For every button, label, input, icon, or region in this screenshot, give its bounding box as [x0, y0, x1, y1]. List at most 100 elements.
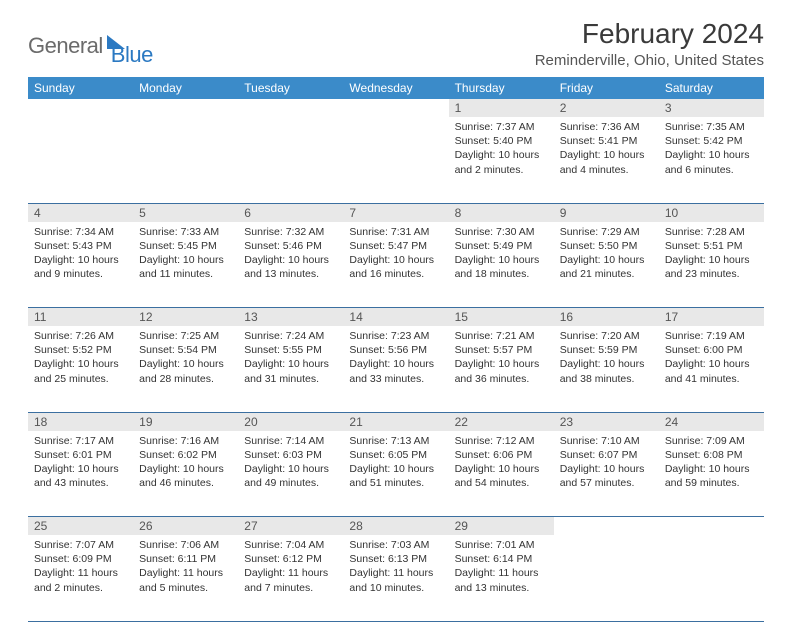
- sunset-text: Sunset: 5:54 PM: [139, 343, 232, 357]
- day-number-cell: [28, 99, 133, 117]
- day-number-cell: 28: [343, 517, 448, 536]
- sunrise-text: Sunrise: 7:31 AM: [349, 225, 442, 239]
- day-number-cell: 19: [133, 412, 238, 431]
- sunset-text: Sunset: 6:14 PM: [455, 552, 548, 566]
- sunrise-text: Sunrise: 7:33 AM: [139, 225, 232, 239]
- day-number-cell: 9: [554, 203, 659, 222]
- sunset-text: Sunset: 6:11 PM: [139, 552, 232, 566]
- sunrise-text: Sunrise: 7:35 AM: [665, 120, 758, 134]
- sunset-text: Sunset: 5:47 PM: [349, 239, 442, 253]
- day-number-row: 11121314151617: [28, 308, 764, 327]
- day-detail-text: Sunrise: 7:34 AMSunset: 5:43 PMDaylight:…: [28, 222, 133, 288]
- sunrise-text: Sunrise: 7:01 AM: [455, 538, 548, 552]
- day-detail-row: Sunrise: 7:34 AMSunset: 5:43 PMDaylight:…: [28, 222, 764, 308]
- daylight-text: Daylight: 10 hours and 18 minutes.: [455, 253, 548, 281]
- day-detail-row: Sunrise: 7:07 AMSunset: 6:09 PMDaylight:…: [28, 535, 764, 621]
- daylight-text: Daylight: 10 hours and 31 minutes.: [244, 357, 337, 385]
- day-detail-text: Sunrise: 7:30 AMSunset: 5:49 PMDaylight:…: [449, 222, 554, 288]
- day-number-cell: 10: [659, 203, 764, 222]
- daylight-text: Daylight: 11 hours and 13 minutes.: [455, 566, 548, 594]
- day-detail-cell: Sunrise: 7:07 AMSunset: 6:09 PMDaylight:…: [28, 535, 133, 621]
- day-detail-cell: [659, 535, 764, 621]
- sunrise-text: Sunrise: 7:09 AM: [665, 434, 758, 448]
- sunset-text: Sunset: 6:00 PM: [665, 343, 758, 357]
- weekday-heading: Thursday: [449, 77, 554, 99]
- sunrise-text: Sunrise: 7:13 AM: [349, 434, 442, 448]
- sunset-text: Sunset: 5:45 PM: [139, 239, 232, 253]
- daylight-text: Daylight: 10 hours and 49 minutes.: [244, 462, 337, 490]
- sunset-text: Sunset: 6:09 PM: [34, 552, 127, 566]
- day-detail-cell: [28, 117, 133, 203]
- day-detail-cell: Sunrise: 7:01 AMSunset: 6:14 PMDaylight:…: [449, 535, 554, 621]
- day-detail-text: Sunrise: 7:37 AMSunset: 5:40 PMDaylight:…: [449, 117, 554, 183]
- brand-logo: General Blue: [28, 24, 153, 68]
- day-number-cell: 21: [343, 412, 448, 431]
- day-number-cell: 20: [238, 412, 343, 431]
- day-number-cell: 6: [238, 203, 343, 222]
- daylight-text: Daylight: 10 hours and 21 minutes.: [560, 253, 653, 281]
- daylight-text: Daylight: 10 hours and 23 minutes.: [665, 253, 758, 281]
- day-detail-text: Sunrise: 7:16 AMSunset: 6:02 PMDaylight:…: [133, 431, 238, 497]
- day-detail-text: Sunrise: 7:12 AMSunset: 6:06 PMDaylight:…: [449, 431, 554, 497]
- sunrise-text: Sunrise: 7:19 AM: [665, 329, 758, 343]
- day-detail-text: Sunrise: 7:06 AMSunset: 6:11 PMDaylight:…: [133, 535, 238, 601]
- day-detail-cell: Sunrise: 7:34 AMSunset: 5:43 PMDaylight:…: [28, 222, 133, 308]
- day-detail-text: Sunrise: 7:29 AMSunset: 5:50 PMDaylight:…: [554, 222, 659, 288]
- day-detail-row: Sunrise: 7:17 AMSunset: 6:01 PMDaylight:…: [28, 431, 764, 517]
- day-detail-cell: Sunrise: 7:31 AMSunset: 5:47 PMDaylight:…: [343, 222, 448, 308]
- day-number-cell: 17: [659, 308, 764, 327]
- day-detail-text: Sunrise: 7:32 AMSunset: 5:46 PMDaylight:…: [238, 222, 343, 288]
- sunset-text: Sunset: 6:13 PM: [349, 552, 442, 566]
- day-detail-text: Sunrise: 7:03 AMSunset: 6:13 PMDaylight:…: [343, 535, 448, 601]
- sunset-text: Sunset: 5:41 PM: [560, 134, 653, 148]
- sunset-text: Sunset: 6:02 PM: [139, 448, 232, 462]
- location-label: Reminderville, Ohio, United States: [535, 52, 764, 69]
- day-detail-cell: Sunrise: 7:03 AMSunset: 6:13 PMDaylight:…: [343, 535, 448, 621]
- day-number-cell: [343, 99, 448, 117]
- day-number-cell: 22: [449, 412, 554, 431]
- day-detail-text: Sunrise: 7:14 AMSunset: 6:03 PMDaylight:…: [238, 431, 343, 497]
- daylight-text: Daylight: 10 hours and 28 minutes.: [139, 357, 232, 385]
- day-number-cell: 25: [28, 517, 133, 536]
- title-block: February 2024 Reminderville, Ohio, Unite…: [535, 18, 764, 69]
- day-number-cell: [133, 99, 238, 117]
- daylight-text: Daylight: 10 hours and 11 minutes.: [139, 253, 232, 281]
- day-number-cell: 12: [133, 308, 238, 327]
- sunset-text: Sunset: 5:46 PM: [244, 239, 337, 253]
- day-detail-text: Sunrise: 7:36 AMSunset: 5:41 PMDaylight:…: [554, 117, 659, 183]
- sunset-text: Sunset: 5:51 PM: [665, 239, 758, 253]
- weekday-heading: Wednesday: [343, 77, 448, 99]
- sunset-text: Sunset: 5:49 PM: [455, 239, 548, 253]
- day-detail-row: Sunrise: 7:26 AMSunset: 5:52 PMDaylight:…: [28, 326, 764, 412]
- daylight-text: Daylight: 10 hours and 4 minutes.: [560, 148, 653, 176]
- sunset-text: Sunset: 5:40 PM: [455, 134, 548, 148]
- sunset-text: Sunset: 5:52 PM: [34, 343, 127, 357]
- day-detail-row: Sunrise: 7:37 AMSunset: 5:40 PM Daylight:…: [28, 117, 764, 203]
- day-number-cell: [659, 517, 764, 536]
- day-detail-cell: Sunrise: 7:19 AMSunset: 6:00 PMDaylight:…: [659, 326, 764, 412]
- day-detail-text: Sunrise: 7:19 AMSunset: 6:00 PMDaylight:…: [659, 326, 764, 392]
- sunset-text: Sunset: 5:57 PM: [455, 343, 548, 357]
- daylight-text: Daylight: 10 hours and 57 minutes.: [560, 462, 653, 490]
- day-detail-text: Sunrise: 7:21 AMSunset: 5:57 PMDaylight:…: [449, 326, 554, 392]
- daylight-text: Daylight: 10 hours and 41 minutes.: [665, 357, 758, 385]
- sunset-text: Sunset: 5:50 PM: [560, 239, 653, 253]
- daylight-text: Daylight: 10 hours and 43 minutes.: [34, 462, 127, 490]
- day-detail-text: Sunrise: 7:25 AMSunset: 5:54 PMDaylight:…: [133, 326, 238, 392]
- calendar-weekday-header: Sunday Monday Tuesday Wednesday Thursday…: [28, 77, 764, 99]
- sunset-text: Sunset: 6:01 PM: [34, 448, 127, 462]
- day-number-cell: 18: [28, 412, 133, 431]
- day-number-row: 123: [28, 99, 764, 117]
- day-number-row: 2526272829: [28, 517, 764, 536]
- day-number-cell: 15: [449, 308, 554, 327]
- day-number-cell: 14: [343, 308, 448, 327]
- sunrise-text: Sunrise: 7:37 AM: [455, 120, 548, 134]
- day-detail-cell: [133, 117, 238, 203]
- day-detail-cell: Sunrise: 7:13 AMSunset: 6:05 PMDaylight:…: [343, 431, 448, 517]
- day-detail-text: Sunrise: 7:24 AMSunset: 5:55 PMDaylight:…: [238, 326, 343, 392]
- calendar-body: 123 Sunrise: 7:37 AMSunset: 5:40 PM Daylig…: [28, 99, 764, 621]
- daylight-text: Daylight: 10 hours and 59 minutes.: [665, 462, 758, 490]
- day-detail-text: Sunrise: 7:17 AMSunset: 6:01 PMDaylight:…: [28, 431, 133, 497]
- page-header: General Blue February 2024 Reminderville…: [28, 18, 764, 69]
- daylight-text: Daylight: 10 hours and 13 minutes.: [244, 253, 337, 281]
